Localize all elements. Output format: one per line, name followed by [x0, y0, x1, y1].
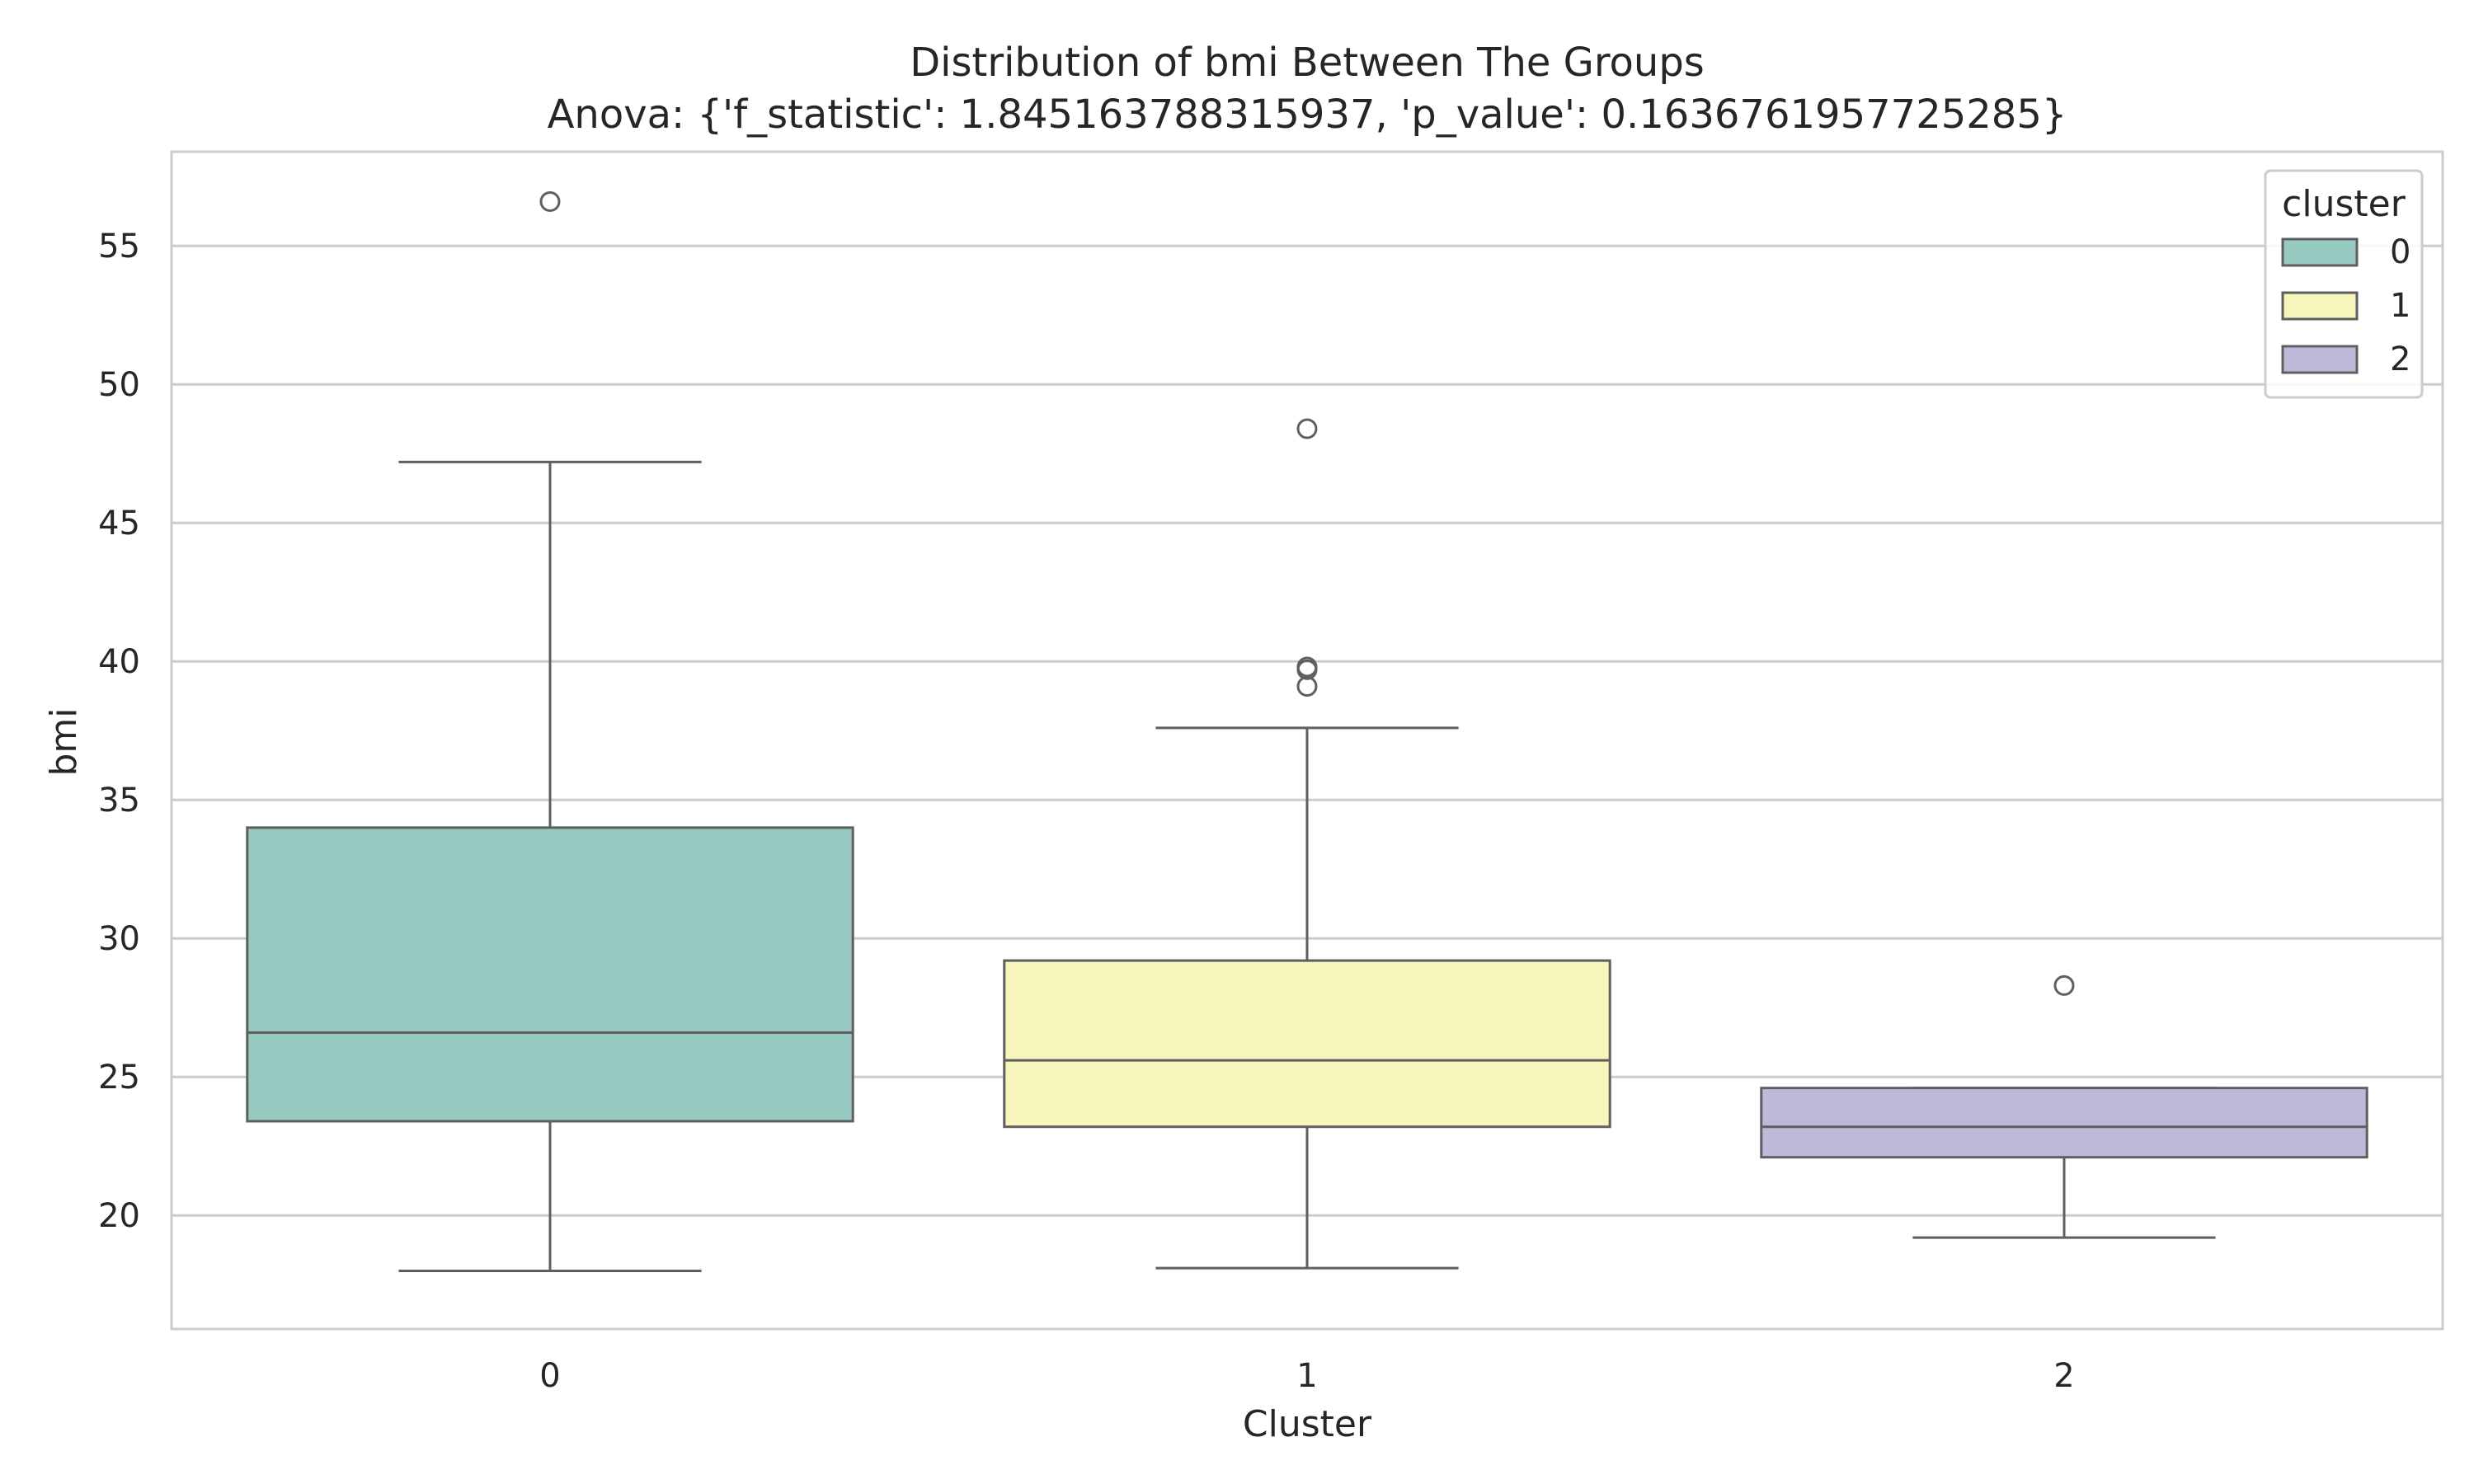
legend-frame — [2264, 169, 2424, 399]
legend-swatch — [2281, 291, 2359, 321]
y-tick-label: 20 — [98, 1197, 140, 1235]
x-axis-label: Cluster — [1243, 1403, 1372, 1445]
y-tick-labels: 20 25 30 35 40 45 50 55 — [98, 228, 140, 1235]
x-tick-label: 2 — [2053, 1357, 2074, 1395]
y-tick-label: 35 — [98, 782, 140, 819]
legend-entry-label: 0 — [2390, 233, 2411, 271]
y-tick-label: 25 — [98, 1059, 140, 1097]
boxes — [246, 190, 2368, 1272]
legend-title: cluster — [2282, 183, 2406, 225]
outlier-point — [1296, 675, 1318, 697]
outlier-point — [1296, 659, 1318, 680]
y-tick-label: 45 — [98, 505, 140, 542]
y-tick-label: 50 — [98, 366, 140, 404]
y-axis-label: bmi — [43, 707, 85, 776]
box-group — [1003, 418, 1611, 1270]
y-tick-label: 40 — [98, 643, 140, 681]
box-group — [246, 190, 854, 1272]
y-tick-label: 55 — [98, 228, 140, 265]
outlier-point — [2053, 974, 2075, 996]
y-tick-label: 30 — [98, 920, 140, 958]
outlier-point — [539, 190, 561, 212]
chart-subtitle: Anova: {'f_statistic': 1.845163788315937… — [548, 92, 2067, 138]
legend-entry-label: 1 — [2390, 287, 2411, 325]
legend: cluster 0 1 2 — [2264, 169, 2424, 399]
legend-swatch — [2281, 345, 2359, 374]
box — [1003, 959, 1611, 1129]
x-tick-labels: 0 1 2 — [539, 1357, 2074, 1395]
outlier-point — [1296, 418, 1318, 439]
plot-frame — [170, 150, 2444, 1331]
box — [246, 826, 854, 1123]
chart-title: Distribution of bmi Between The Groups — [910, 40, 1705, 86]
x-tick-label: 0 — [539, 1357, 560, 1395]
legend-swatch — [2281, 237, 2359, 267]
box-group — [1760, 974, 2368, 1239]
x-tick-label: 1 — [1296, 1357, 1317, 1395]
legend-entry-label: 2 — [2390, 340, 2411, 378]
box — [1760, 1087, 2368, 1159]
